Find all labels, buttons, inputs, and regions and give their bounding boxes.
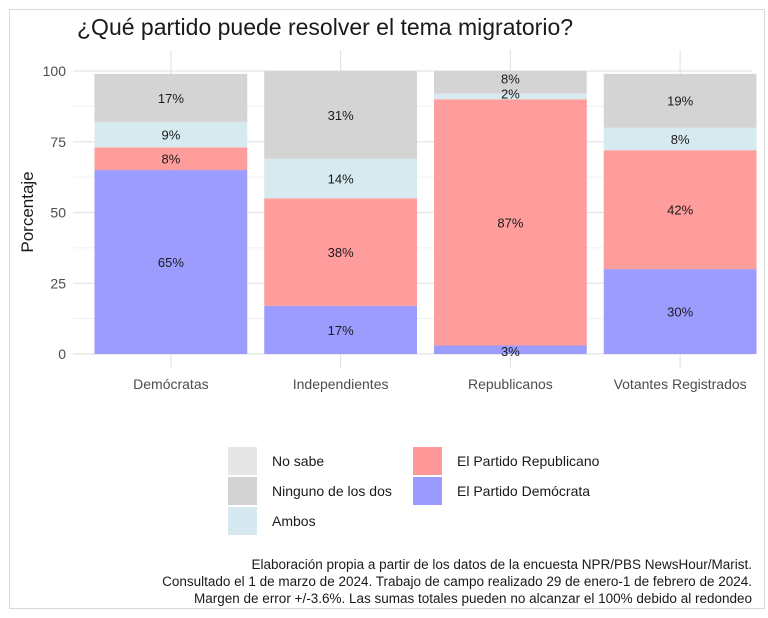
y-tick-label: 75 bbox=[50, 134, 66, 150]
legend-item-ninguno: Ninguno de los dos bbox=[228, 477, 392, 505]
bar-value-label: 38% bbox=[328, 245, 354, 260]
x-tick-label: Demócratas bbox=[133, 376, 208, 392]
legend-item-republicano: El Partido Republicano bbox=[413, 447, 599, 475]
bars bbox=[94, 71, 757, 354]
bar-segment bbox=[264, 71, 418, 159]
bar-value-label: 9% bbox=[161, 128, 180, 143]
chart-frame bbox=[9, 9, 765, 609]
chart-caption: Elaboración propia a partir de los datos… bbox=[162, 556, 752, 607]
bar-value-label: 17% bbox=[158, 91, 184, 106]
caption-line: Consultado el 1 de marzo de 2024. Trabaj… bbox=[162, 574, 752, 589]
bar-segment bbox=[603, 150, 757, 270]
bar-value-label: 65% bbox=[158, 255, 184, 270]
caption-line: Elaboración propia a partir de los datos… bbox=[251, 557, 753, 572]
legend-swatch bbox=[413, 477, 442, 505]
bar-segment bbox=[264, 305, 418, 354]
bar-segment bbox=[94, 147, 248, 171]
bar-segment bbox=[264, 198, 418, 306]
legend-swatch bbox=[228, 477, 257, 505]
legend-item-democrata: El Partido Demócrata bbox=[413, 477, 590, 505]
bar-value-label: 8% bbox=[161, 152, 180, 167]
y-tick-label: 100 bbox=[43, 63, 67, 79]
legend-item-ambos: Ambos bbox=[228, 507, 316, 535]
bar-value-label: 14% bbox=[328, 172, 354, 187]
y-tick-label: 50 bbox=[50, 205, 66, 221]
bar-value-label: 8% bbox=[501, 71, 520, 86]
bar-value-label: 30% bbox=[667, 305, 693, 320]
legend-label: Ambos bbox=[272, 513, 316, 529]
x-tick-label: Republicanos bbox=[468, 376, 553, 392]
x-tick-label: Votantes Registrados bbox=[614, 376, 747, 392]
bar-segment bbox=[94, 170, 248, 354]
bar-segment bbox=[433, 71, 587, 94]
bar-segment bbox=[603, 269, 757, 354]
bar-segment bbox=[94, 121, 248, 148]
bar-value-label: 3% bbox=[501, 344, 520, 359]
y-tick-label: 25 bbox=[50, 275, 66, 291]
legend-swatch bbox=[413, 447, 442, 475]
y-tick-label: 0 bbox=[58, 346, 66, 362]
y-axis-ticks: 0 25 50 75 100 bbox=[43, 63, 67, 362]
bar-segment bbox=[433, 93, 587, 100]
bar-labels: 65%8%9%17%17%38%14%31%3%87%2%8%30%42%8%1… bbox=[158, 71, 694, 359]
legend-label: El Partido Republicano bbox=[457, 453, 600, 469]
x-axis-ticks: Demócratas Independientes Republicanos Vota… bbox=[133, 376, 747, 392]
caption-line: Margen de error +/-3.6%. Las sumas total… bbox=[194, 591, 752, 606]
bar-value-label: 31% bbox=[328, 108, 354, 123]
bar-segment bbox=[433, 99, 587, 346]
bar-value-label: 42% bbox=[667, 203, 693, 218]
bar-segment bbox=[433, 345, 587, 354]
bar-segment bbox=[603, 73, 757, 128]
legend-swatch bbox=[228, 507, 257, 535]
legend-swatch bbox=[228, 447, 257, 475]
bar-value-label: 17% bbox=[328, 323, 354, 338]
bar-value-label: 87% bbox=[497, 215, 523, 230]
bar-segment bbox=[264, 158, 418, 199]
bar-value-label: 2% bbox=[501, 86, 520, 101]
legend-label: No sabe bbox=[272, 453, 325, 469]
bar-value-label: 19% bbox=[667, 94, 693, 109]
legend-item-no-sabe: No sabe bbox=[228, 447, 324, 475]
bar-segment bbox=[94, 73, 248, 122]
bar-value-label: 8% bbox=[671, 132, 690, 147]
bar-segment bbox=[603, 127, 757, 151]
y-axis-label: Porcentaje bbox=[18, 171, 37, 252]
legend-label: El Partido Demócrata bbox=[457, 483, 591, 499]
x-tick-label: Independientes bbox=[293, 376, 389, 392]
legend-label: Ninguno de los dos bbox=[272, 483, 392, 499]
chart-title: ¿Qué partido puede resolver el tema migr… bbox=[77, 14, 574, 40]
